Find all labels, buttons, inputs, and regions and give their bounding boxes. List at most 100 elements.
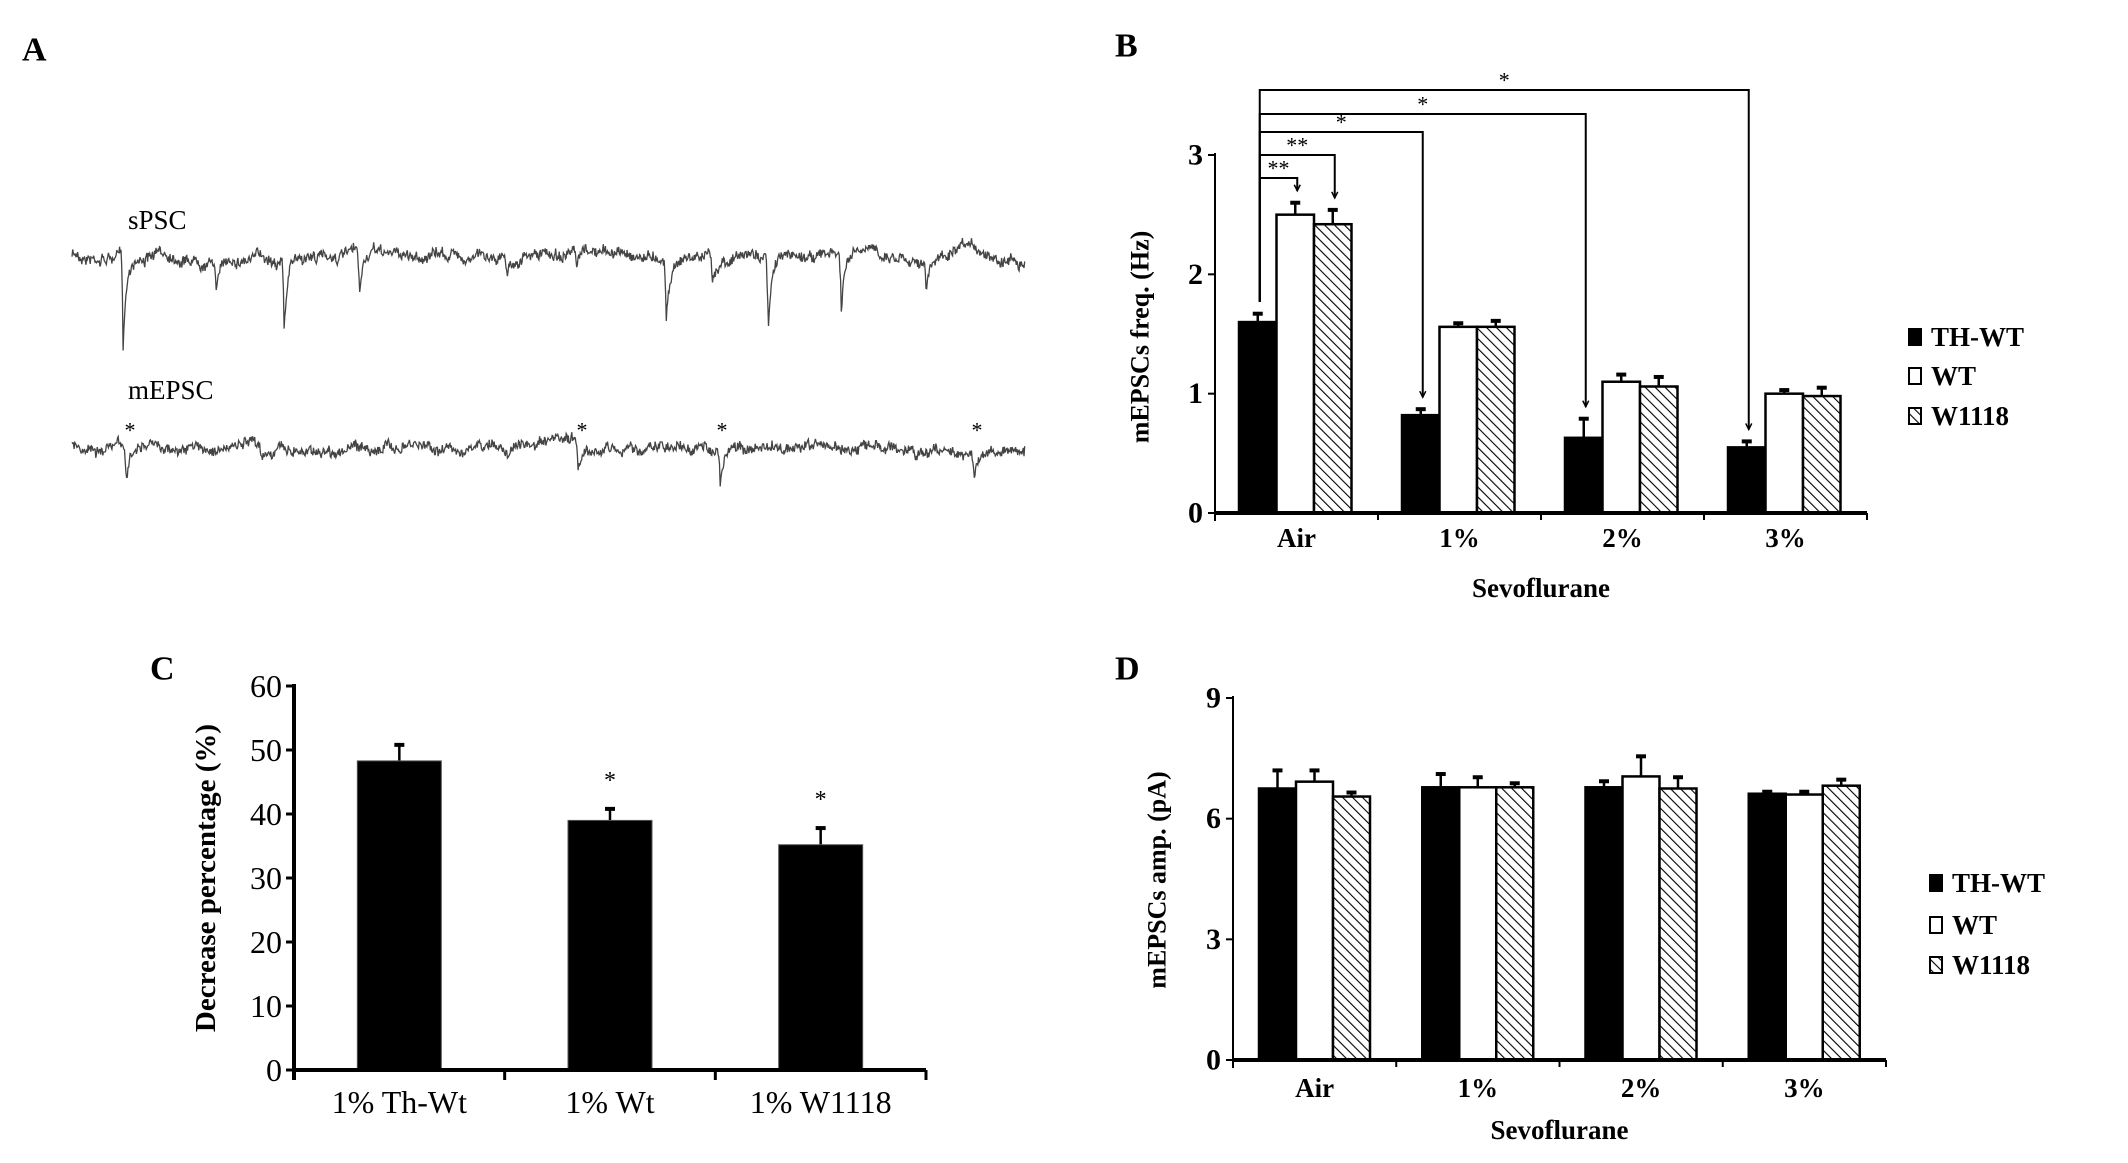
bar-th-wt-1 [1421,786,1461,1062]
x-tick-label: 3% [1765,523,1806,553]
arrowhead [1582,400,1590,409]
significance-label: * [1336,110,1347,135]
trace-label-spsc: sPSC [128,205,187,235]
panel-label-d: D [1115,651,1140,688]
bar-w1118-1 [1475,325,1516,515]
arrowhead [1331,191,1339,200]
bar-w1118-0 [1312,222,1353,515]
event-marker: * [577,418,588,443]
significance-label: * [1417,92,1428,117]
significance-label: ** [1286,133,1308,158]
legend-label-th-wt: TH-WT [1931,322,2024,352]
x-tick-label: 1% [1439,523,1480,553]
arrowhead [1293,184,1301,193]
x-tick-label: 1% Wt [565,1084,654,1120]
panel-c-chart: 1% Th-Wt * 1% Wt * 1% W1118 0 10 20 30 40 50 60 Decr… [190,668,928,1120]
legend-label-wt: WT [1952,910,1997,940]
x-tick-label: Air [1295,1073,1334,1103]
arrowhead [1745,423,1753,432]
x-tick-label: 3% [1784,1073,1825,1103]
y-tick-label: 0 [266,1052,282,1088]
panel-label-c: C [150,651,175,688]
x-tick-label: 1% Th-Wt [332,1084,467,1120]
bar-th-wt-3 [1747,792,1787,1062]
panel-d-chart: 0 3 6 9 Air 1% 2% 3% Sevoflurane mEPSCs amp. (pA)… [1143,682,2046,1146]
y-tick-label: 0 [1188,497,1203,530]
legend-label-th-wt: TH-WT [1952,868,2045,898]
significance-label: * [604,768,616,794]
bar-w1118-2 [1638,385,1679,515]
panel-label-b: B [1115,28,1138,65]
y-tick-label: 60 [250,668,282,704]
event-marker: * [717,418,728,443]
bar-wt-0 [1294,780,1335,1062]
y-tick-label: 30 [250,860,282,896]
y-tick-label: 50 [250,732,282,768]
bar-th-wt-0 [1237,320,1278,515]
bar-th-wt-3 [1726,446,1767,515]
y-axis-title: mEPSCs freq. (Hz) [1126,231,1155,444]
legend-label-wt: WT [1931,361,1976,391]
x-tick-label: 1% W1118 [750,1084,892,1120]
significance-label: ** [1268,156,1290,181]
bar-wt-3 [1764,392,1805,515]
significance-bracket [1258,177,1299,302]
x-tick-label: 2% [1621,1073,1662,1103]
legend-swatch-wt [1929,916,1943,934]
bar-wt-1 [1438,325,1479,515]
legend-label-w1118: W1118 [1952,950,2030,980]
event-marker: * [125,418,136,443]
bar-0 [356,760,442,1071]
bar-th-wt-2 [1584,786,1624,1062]
bar-1 [567,819,653,1071]
legend-label-w1118: W1118 [1931,401,2009,431]
x-tick-label: 1% [1458,1073,1499,1103]
bar-w1118-2 [1658,787,1698,1062]
bar-wt-0 [1275,213,1316,515]
x-tick-label: Air [1277,523,1316,553]
y-axis-title: Decrease percentage (%) [190,724,222,1032]
bar-wt-2 [1601,380,1642,515]
y-tick-label: 6 [1206,802,1221,835]
bar-wt-3 [1784,793,1824,1062]
bar-th-wt-2 [1563,436,1604,515]
y-tick-label: 9 [1206,682,1221,715]
x-axis-title: Sevoflurane [1491,1115,1629,1145]
y-tick-label: 20 [250,924,282,960]
bar-2 [778,844,864,1071]
bar-th-wt-0 [1257,787,1298,1062]
y-tick-label: 1 [1188,377,1203,410]
bar-th-wt-1 [1400,413,1441,515]
trace-mepsc [71,431,1026,487]
panel-a-traces: sPSC mEPSC * * * * [71,205,1026,487]
legend-swatch-th-wt [1929,874,1943,892]
x-tick-label: 2% [1602,523,1643,553]
event-marker: * [972,418,983,443]
y-tick-label: 40 [250,796,282,832]
x-axis-title: Sevoflurane [1472,573,1610,603]
legend-swatch-w1118 [1908,407,1922,425]
significance-label: * [1499,68,1510,93]
bar-wt-2 [1621,775,1661,1062]
bar-w1118-3 [1801,394,1842,515]
bar-wt-1 [1458,786,1498,1062]
bar-w1118-0 [1331,795,1372,1062]
legend-swatch-wt [1908,367,1922,385]
panel-label-a: A [22,32,47,69]
y-tick-label: 0 [1206,1044,1221,1077]
legend-swatch-w1118 [1929,956,1943,974]
bar-w1118-1 [1495,786,1535,1062]
panel-b-chart: 0 1 2 3 Air 1% 2% 3% Sevoflurane mEPSCs freq. (Hz… [1126,68,2025,604]
trace-label-mepsc: mEPSC [128,375,214,405]
y-tick-label: 3 [1188,139,1203,172]
y-axis-title: mEPSCs amp. (pA) [1143,771,1172,988]
y-tick-label: 3 [1206,923,1221,956]
trace-spsc [71,238,1026,351]
arrowhead [1419,390,1427,399]
legend-swatch-th-wt [1908,328,1922,346]
significance-label: * [815,787,827,813]
bar-w1118-3 [1821,784,1861,1062]
y-tick-label: 2 [1188,258,1203,291]
y-tick-label: 10 [250,988,282,1024]
